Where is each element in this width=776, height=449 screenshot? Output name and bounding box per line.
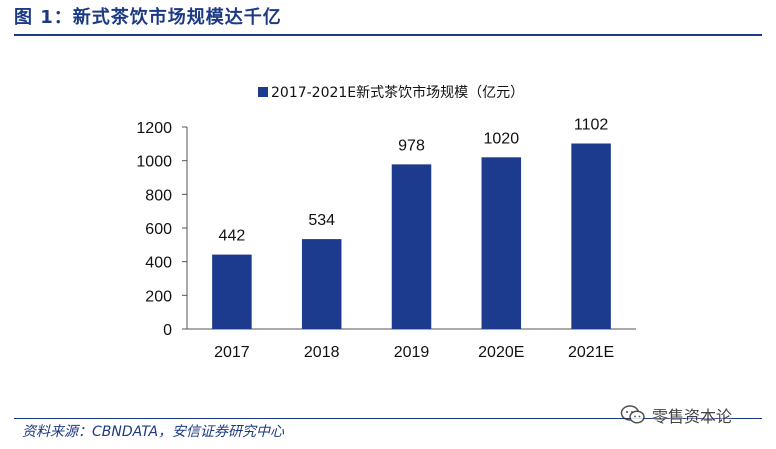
bar-series [212, 143, 611, 329]
data-labels: 442 534 978 1020 1102 [219, 116, 609, 244]
y-tick-label: 1000 [136, 154, 172, 171]
x-tick-label: 2017 [214, 344, 250, 361]
x-tick-label: 2019 [394, 344, 430, 361]
figure-title: 图 1：新式茶饮市场规模达千亿 [14, 4, 762, 36]
y-tick-label: 600 [145, 221, 172, 238]
y-tick-label: 400 [145, 255, 172, 272]
y-tick-label: 200 [145, 288, 172, 305]
data-label-2017: 442 [219, 228, 246, 245]
data-label-2021E: 1102 [574, 116, 609, 133]
footer-divider [14, 418, 762, 419]
bar-2019 [391, 164, 432, 329]
watermark-text: 零售资本论 [652, 407, 733, 426]
bar-2020E [481, 157, 522, 329]
data-label-2019: 978 [398, 137, 425, 154]
y-tick-label: 800 [145, 187, 172, 204]
x-tick-label: 2020E [478, 344, 524, 361]
source-note: 资料来源：CBNDATA，安信证券研究中心 [22, 424, 285, 440]
x-tick-label: 2021E [568, 344, 614, 361]
y-tick-label: 1200 [136, 120, 172, 137]
figure-label: 图 1： [14, 7, 73, 28]
bar-2021E [571, 143, 611, 329]
data-label-2018: 534 [308, 212, 335, 229]
legend-swatch [258, 87, 268, 97]
bar-2017 [212, 254, 252, 329]
bar-2018 [301, 239, 342, 329]
y-axis: 0 200 400 600 800 1000 1200 [136, 120, 188, 339]
figure-title-text: 新式茶饮市场规模达千亿 [72, 7, 282, 28]
data-label-2020E: 1020 [484, 130, 520, 147]
chart-legend: 2017-2021E新式茶饮市场规模（亿元） [258, 84, 524, 101]
legend-label: 2017-2021E新式茶饮市场规模（亿元） [271, 84, 524, 101]
x-tick-label: 2018 [304, 344, 340, 361]
x-axis: 2017 2018 2019 2020E 2021E [187, 328, 636, 361]
y-tick-label: 0 [163, 322, 172, 339]
watermark: 零售资本论 [620, 402, 732, 428]
wechat-icon [620, 405, 645, 424]
